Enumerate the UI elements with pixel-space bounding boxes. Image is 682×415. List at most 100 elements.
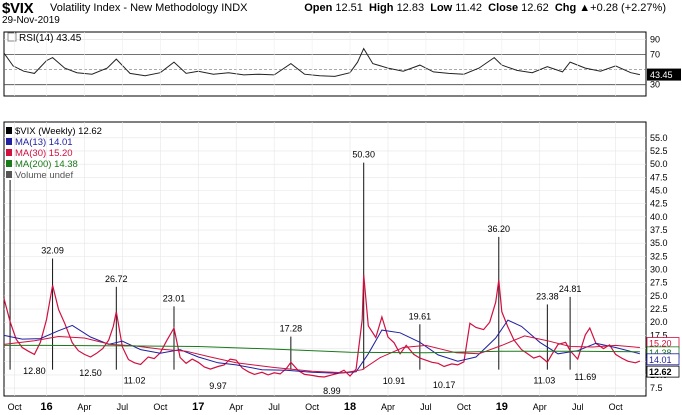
right-value-tag	[646, 353, 680, 366]
annotation-label: 50.30	[352, 150, 375, 160]
annotation-label: 26.72	[105, 274, 128, 284]
right-value-tag-text: 15.20	[649, 339, 672, 349]
legend-swatch	[6, 127, 12, 134]
annotation-label: 32.09	[41, 246, 64, 256]
legend-swatch	[6, 138, 12, 145]
rsi-level-label: 90	[650, 35, 660, 45]
high-label: High	[369, 2, 394, 14]
legend-entry: MA(200) 14.38	[15, 159, 78, 170]
x-tick-label: Jul	[572, 402, 584, 412]
y-tick-label: 40.0	[650, 212, 668, 222]
legend-entry: MA(13) 14.01	[15, 137, 73, 148]
high-value: 12.83	[396, 2, 425, 14]
rsi-value-tag-text: 43.45	[650, 70, 673, 80]
price-frame	[3, 121, 647, 397]
legend-entry: Volume undef	[15, 170, 73, 181]
annotation-label: 23.01	[163, 293, 186, 303]
right-value-tag-text: 14.38	[649, 348, 672, 358]
y-tick-label: 52.5	[650, 146, 668, 156]
annotation-label: 11.03	[533, 375, 555, 385]
annotation-label: 24.81	[559, 284, 582, 294]
y-tick-label: 45.0	[650, 186, 668, 196]
x-tick-label: 17	[192, 401, 204, 413]
close-label: Close	[488, 2, 519, 14]
rsi-level-label: 30	[650, 80, 660, 90]
annotation-label: 12.80	[23, 366, 46, 376]
x-tick-label: Jul	[420, 402, 432, 412]
legend-entry: $VIX (Weekly) 12.62	[15, 126, 102, 137]
y-tick-label: 7.5	[650, 383, 663, 393]
x-tick-label: Apr	[381, 402, 395, 412]
open-label: Open	[304, 2, 333, 14]
ma13-line	[3, 319, 641, 374]
rsi-line	[3, 47, 641, 77]
chg-label: Chg	[554, 2, 577, 14]
low-label: Low	[430, 2, 453, 14]
close-value: 12.62	[521, 2, 549, 14]
x-tick-label: Apr	[229, 402, 243, 412]
y-tick-label: 55.0	[650, 133, 668, 143]
chg-arrow-icon: ▲	[579, 2, 591, 14]
y-tick-label: 37.5	[650, 225, 668, 235]
rsi-frame	[3, 31, 647, 97]
y-tick-label: 20.0	[650, 317, 668, 327]
chart-date: 29-Nov-2019	[2, 15, 60, 26]
x-tick-label: Oct	[305, 402, 320, 412]
x-tick-label: Oct	[609, 402, 624, 412]
y-tick-label: 17.5	[650, 330, 668, 340]
y-tick-label: 35.0	[650, 238, 668, 248]
y-tick-label: 50.0	[650, 159, 668, 169]
legend-swatch	[6, 149, 12, 156]
annotation-label: 19.61	[409, 311, 432, 321]
x-tick-label: 16	[40, 401, 52, 413]
instrument-name: Volatility Index - New Methodology INDX	[50, 2, 248, 14]
chg-value: +0.28 (+2.27%)	[590, 2, 666, 14]
y-tick-label: 27.5	[650, 278, 668, 288]
right-value-tag	[646, 365, 680, 378]
annotation-label: 10.91	[383, 376, 406, 386]
rsi-legend-swatch	[7, 32, 17, 42]
annotation-label: 9.97	[209, 381, 227, 391]
legend-swatch	[6, 171, 12, 178]
x-tick-label: Jul	[117, 402, 129, 412]
legend-entry: MA(30) 15.20	[15, 148, 73, 159]
legend-swatch	[6, 160, 12, 167]
x-tick-label: 18	[344, 401, 356, 413]
price-panel: 7.510.012.515.017.520.022.525.027.530.03…	[3, 121, 680, 413]
annotation-label: 10.17	[433, 380, 456, 390]
rsi-legend: RSI(14) 43.45	[19, 33, 82, 44]
x-tick-label: 19	[496, 401, 508, 413]
x-tick-label: Oct	[457, 402, 472, 412]
y-tick-label: 47.5	[650, 172, 668, 182]
low-value: 11.42	[455, 2, 482, 14]
x-tick-label: Oct	[153, 402, 168, 412]
x-tick-label: Apr	[77, 402, 91, 412]
vix-price-line	[3, 274, 641, 378]
rsi-level-label: 70	[650, 50, 660, 60]
y-tick-label: 22.5	[650, 304, 668, 314]
y-tick-label: 30.0	[650, 265, 668, 275]
annotation-label: 12.50	[79, 368, 102, 378]
right-value-tag-text: 14.01	[649, 355, 672, 365]
annotation-label: 8.99	[323, 386, 341, 396]
ma30-line	[3, 335, 640, 374]
ohlc-readout: Open 12.51 High 12.83 Low 11.42 Close 12…	[304, 2, 666, 14]
annotation-label: 11.02	[124, 376, 146, 386]
x-tick-label: Oct	[8, 402, 23, 412]
ma200-line	[4, 344, 640, 354]
y-tick-label: 32.5	[650, 251, 668, 261]
y-tick-label: 25.0	[650, 291, 668, 301]
y-tick-label: 42.5	[650, 199, 668, 209]
open-value: 12.51	[335, 2, 363, 14]
symbol-title: $VIX	[2, 0, 34, 17]
right-value-tag-text: 12.62	[649, 367, 672, 377]
annotation-label: 17.28	[280, 324, 303, 334]
x-tick-label: Apr	[533, 402, 547, 412]
x-tick-label: Jul	[268, 402, 280, 412]
annotation-label: 36.20	[488, 224, 511, 234]
chart-header: $VIX Volatility Index - New Methodology …	[0, 0, 682, 30]
annotation-label: 23.38	[536, 291, 559, 301]
